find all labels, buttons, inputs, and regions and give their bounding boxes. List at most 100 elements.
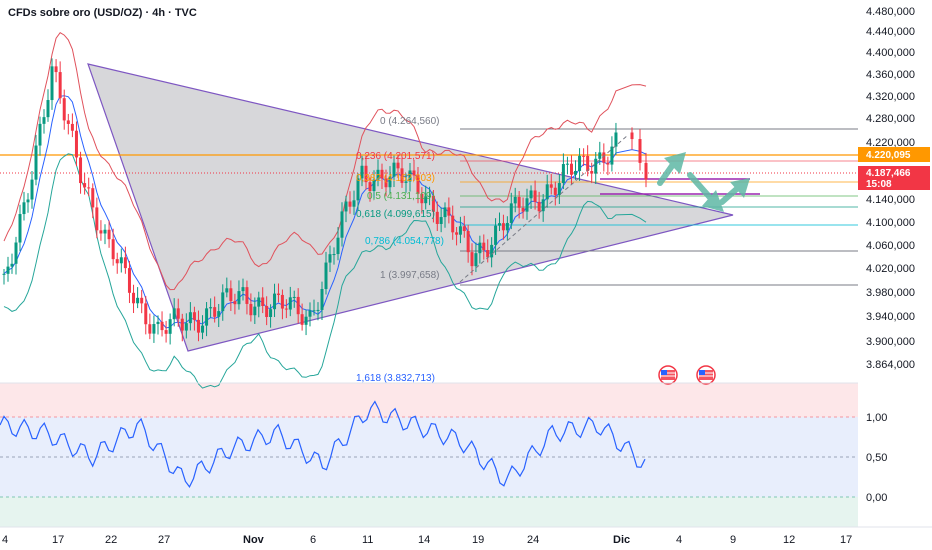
candle-body — [474, 253, 478, 267]
candle-body — [127, 268, 131, 293]
candle-body — [372, 179, 376, 192]
price-tick: 4.320,000 — [866, 91, 915, 103]
candle-body — [606, 162, 610, 165]
time-tick: 27 — [158, 534, 170, 546]
candle-body — [630, 132, 634, 140]
candle-body — [296, 296, 300, 315]
candle-body — [525, 198, 529, 212]
candle-body — [99, 230, 103, 234]
candle-body — [140, 297, 144, 304]
price-tick: 4.480,000 — [866, 6, 915, 18]
candle-body — [188, 312, 192, 324]
candle-body — [455, 232, 459, 235]
fib-label-1: 1 (3.997,658) — [380, 270, 440, 281]
candle-body — [229, 288, 233, 302]
time-tick: 17 — [52, 534, 64, 546]
candle-body — [74, 130, 78, 158]
candle-body — [565, 163, 569, 165]
candle-body — [501, 223, 505, 231]
candle-body — [352, 200, 356, 207]
candle-body — [304, 316, 308, 325]
price-axis[interactable]: 4.480,000 4.440,000 4.400,000 4.360,000 … — [866, 6, 915, 371]
candle-body — [144, 303, 148, 325]
candle-body — [360, 165, 364, 179]
candle-body — [91, 188, 95, 208]
candle-body — [590, 171, 594, 174]
candle-body — [392, 162, 396, 177]
candle-body — [66, 120, 70, 124]
bb-lower-line — [3, 153, 647, 389]
countdown-text: 15:08 — [866, 179, 892, 190]
candle-body — [598, 152, 602, 159]
candle-body — [241, 287, 245, 292]
arrow-head-2 — [702, 190, 724, 212]
candle-body — [257, 297, 261, 307]
candle-body — [196, 319, 200, 333]
candle-body — [638, 139, 642, 163]
fib-label-0236: 0,236 (4.201,571) — [356, 151, 435, 162]
candle-body — [574, 170, 578, 175]
candle-body — [111, 239, 115, 260]
time-tick: 9 — [730, 534, 736, 546]
candle-body — [180, 318, 184, 331]
us-flag-icon-2[interactable] — [696, 365, 716, 385]
fib-label-05: 0,5 (4.131,109) — [367, 191, 435, 202]
candle-body — [513, 196, 517, 204]
osc-tick: 0,50 — [866, 452, 887, 464]
candle-body — [447, 207, 451, 216]
fib-label-0618: 0,618 (4.099,615) — [356, 209, 435, 220]
price-tick: 4.220,000 — [866, 137, 915, 149]
candle-body — [586, 155, 590, 172]
candle-body — [42, 117, 46, 124]
candle-body — [168, 319, 172, 334]
osc-band-upper — [0, 383, 858, 417]
time-tick: Dic — [613, 534, 630, 546]
candle-body — [308, 310, 312, 317]
candle-body — [380, 169, 384, 179]
candle-body — [225, 288, 229, 293]
time-axis[interactable]: 4 17 22 27 Nov 6 11 14 19 24 Dic 4 9 12 … — [2, 534, 852, 546]
candle-body — [119, 257, 123, 264]
candle-body — [529, 190, 533, 199]
time-tick: 22 — [105, 534, 117, 546]
candle-body — [340, 211, 344, 238]
projection-arrows[interactable] — [657, 152, 750, 212]
candle-body — [292, 296, 296, 298]
last-price-badge — [858, 166, 930, 190]
time-tick: 6 — [310, 534, 316, 546]
price-tick: 4.100,000 — [866, 217, 915, 229]
candle-body — [388, 176, 392, 188]
osc-axis[interactable]: 1,00 0,50 0,00 — [866, 412, 887, 504]
candle-body — [156, 321, 160, 325]
triangle-pattern[interactable] — [87, 63, 734, 352]
candle-body — [541, 199, 545, 212]
candle-body — [376, 169, 380, 180]
candle-body — [404, 181, 408, 183]
candle-body — [164, 330, 168, 334]
candle-body — [30, 179, 34, 200]
last-price-badge-text: 4.187,466 — [866, 168, 911, 179]
candle-body — [201, 325, 205, 333]
us-flag-icon[interactable] — [658, 365, 678, 385]
candle-body — [87, 187, 91, 189]
candle-body — [6, 266, 10, 274]
candle-body — [107, 229, 111, 240]
time-tick: 11 — [362, 534, 373, 546]
candle-body — [420, 193, 424, 204]
candle-body — [26, 199, 30, 203]
price-tick: 4.140,000 — [866, 194, 915, 206]
candle-body — [269, 309, 273, 317]
candle-body — [103, 229, 107, 234]
candle-body — [416, 175, 420, 194]
candle-body — [18, 214, 22, 243]
price-tick: 3.940,000 — [866, 311, 915, 323]
candle-body — [58, 72, 62, 99]
candle-body — [368, 182, 372, 192]
time-tick: 14 — [418, 534, 430, 546]
candle-body — [336, 237, 340, 255]
candle-body — [213, 307, 217, 317]
candle-body — [509, 203, 513, 223]
candle-body — [284, 308, 288, 310]
candle-body — [332, 254, 336, 256]
